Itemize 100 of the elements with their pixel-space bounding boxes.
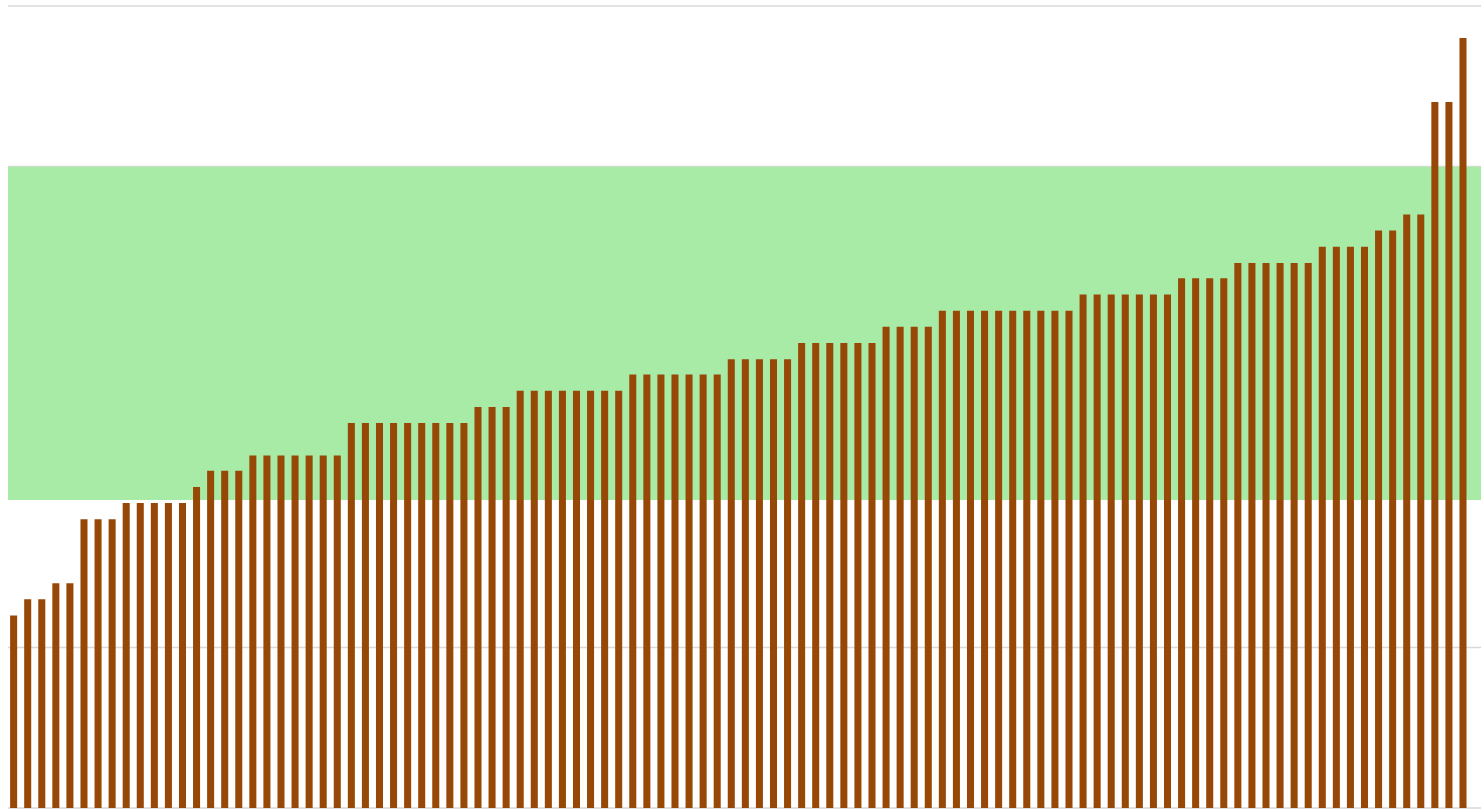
bar [981, 310, 989, 808]
bar [1220, 278, 1228, 808]
bar [1178, 278, 1186, 808]
bar [1121, 294, 1129, 808]
bar [164, 503, 172, 808]
bar [460, 423, 468, 808]
bar [558, 390, 566, 808]
bar [221, 470, 229, 808]
bar [136, 503, 144, 808]
bar [390, 423, 398, 808]
bar [572, 390, 581, 808]
bar [601, 390, 609, 808]
bar [277, 455, 285, 808]
bar [446, 423, 454, 808]
bar [207, 470, 215, 808]
bar [1079, 294, 1087, 808]
bar [629, 374, 637, 808]
bar [94, 519, 102, 808]
bar [502, 406, 510, 808]
bar [741, 359, 749, 808]
bar [193, 486, 201, 808]
bar [769, 359, 778, 808]
bar [924, 326, 932, 808]
bar [1065, 310, 1073, 808]
bar [1417, 214, 1425, 808]
bar [826, 342, 834, 808]
bar [868, 342, 876, 808]
bar [1135, 294, 1143, 808]
bar [1149, 294, 1157, 808]
bar [1375, 230, 1383, 808]
bar [108, 519, 116, 808]
bar [784, 359, 792, 808]
bar [150, 503, 158, 808]
bar [910, 326, 918, 808]
bar [305, 455, 313, 808]
bar [1346, 246, 1354, 808]
bar [488, 406, 496, 808]
bar [1304, 262, 1312, 808]
bar [319, 455, 327, 808]
bar [1459, 38, 1467, 808]
bar [685, 374, 693, 808]
bar [812, 342, 820, 808]
bar [404, 423, 412, 808]
bar [1107, 294, 1115, 808]
bar [1403, 214, 1411, 808]
bar [1360, 246, 1369, 808]
bar [1163, 294, 1172, 808]
bar [840, 342, 848, 808]
bar [530, 390, 538, 808]
bar [122, 503, 130, 808]
bar [1276, 262, 1284, 808]
bar [1192, 278, 1200, 808]
bar [432, 423, 440, 808]
bar [854, 342, 862, 808]
bar [1389, 230, 1397, 808]
bar [1431, 102, 1439, 808]
bar [1093, 294, 1101, 808]
bar [1037, 310, 1045, 808]
bar [1234, 262, 1242, 808]
bar [1206, 278, 1214, 808]
bar [1332, 246, 1340, 808]
bar [474, 406, 482, 808]
bar [249, 455, 257, 808]
bar [52, 583, 60, 808]
bar [544, 390, 552, 808]
bar [755, 359, 763, 808]
bar [1248, 262, 1256, 808]
bar [347, 423, 355, 808]
bar [727, 359, 735, 808]
bar [333, 455, 341, 808]
bar [882, 326, 890, 808]
bar [178, 503, 186, 808]
bar [1051, 310, 1059, 808]
bar [38, 599, 46, 808]
bar [361, 423, 369, 808]
bar [657, 374, 665, 808]
bar [516, 390, 524, 808]
bar [952, 310, 960, 808]
bar [1445, 102, 1453, 808]
bar [1290, 262, 1298, 808]
bar [643, 374, 651, 808]
bar [671, 374, 679, 808]
bar [418, 423, 426, 808]
bar [263, 455, 271, 808]
bar [10, 615, 18, 808]
bar [1262, 262, 1270, 808]
bar [291, 455, 299, 808]
bar [699, 374, 707, 808]
bar [615, 390, 623, 808]
bar [798, 342, 806, 808]
bar [938, 310, 946, 808]
bar [375, 423, 384, 808]
bar [995, 310, 1003, 808]
bar [713, 374, 721, 808]
bar [1009, 310, 1017, 808]
bar [66, 583, 74, 808]
bar [1318, 246, 1326, 808]
bar [1023, 310, 1031, 808]
bar [587, 390, 595, 808]
bar [235, 470, 243, 808]
